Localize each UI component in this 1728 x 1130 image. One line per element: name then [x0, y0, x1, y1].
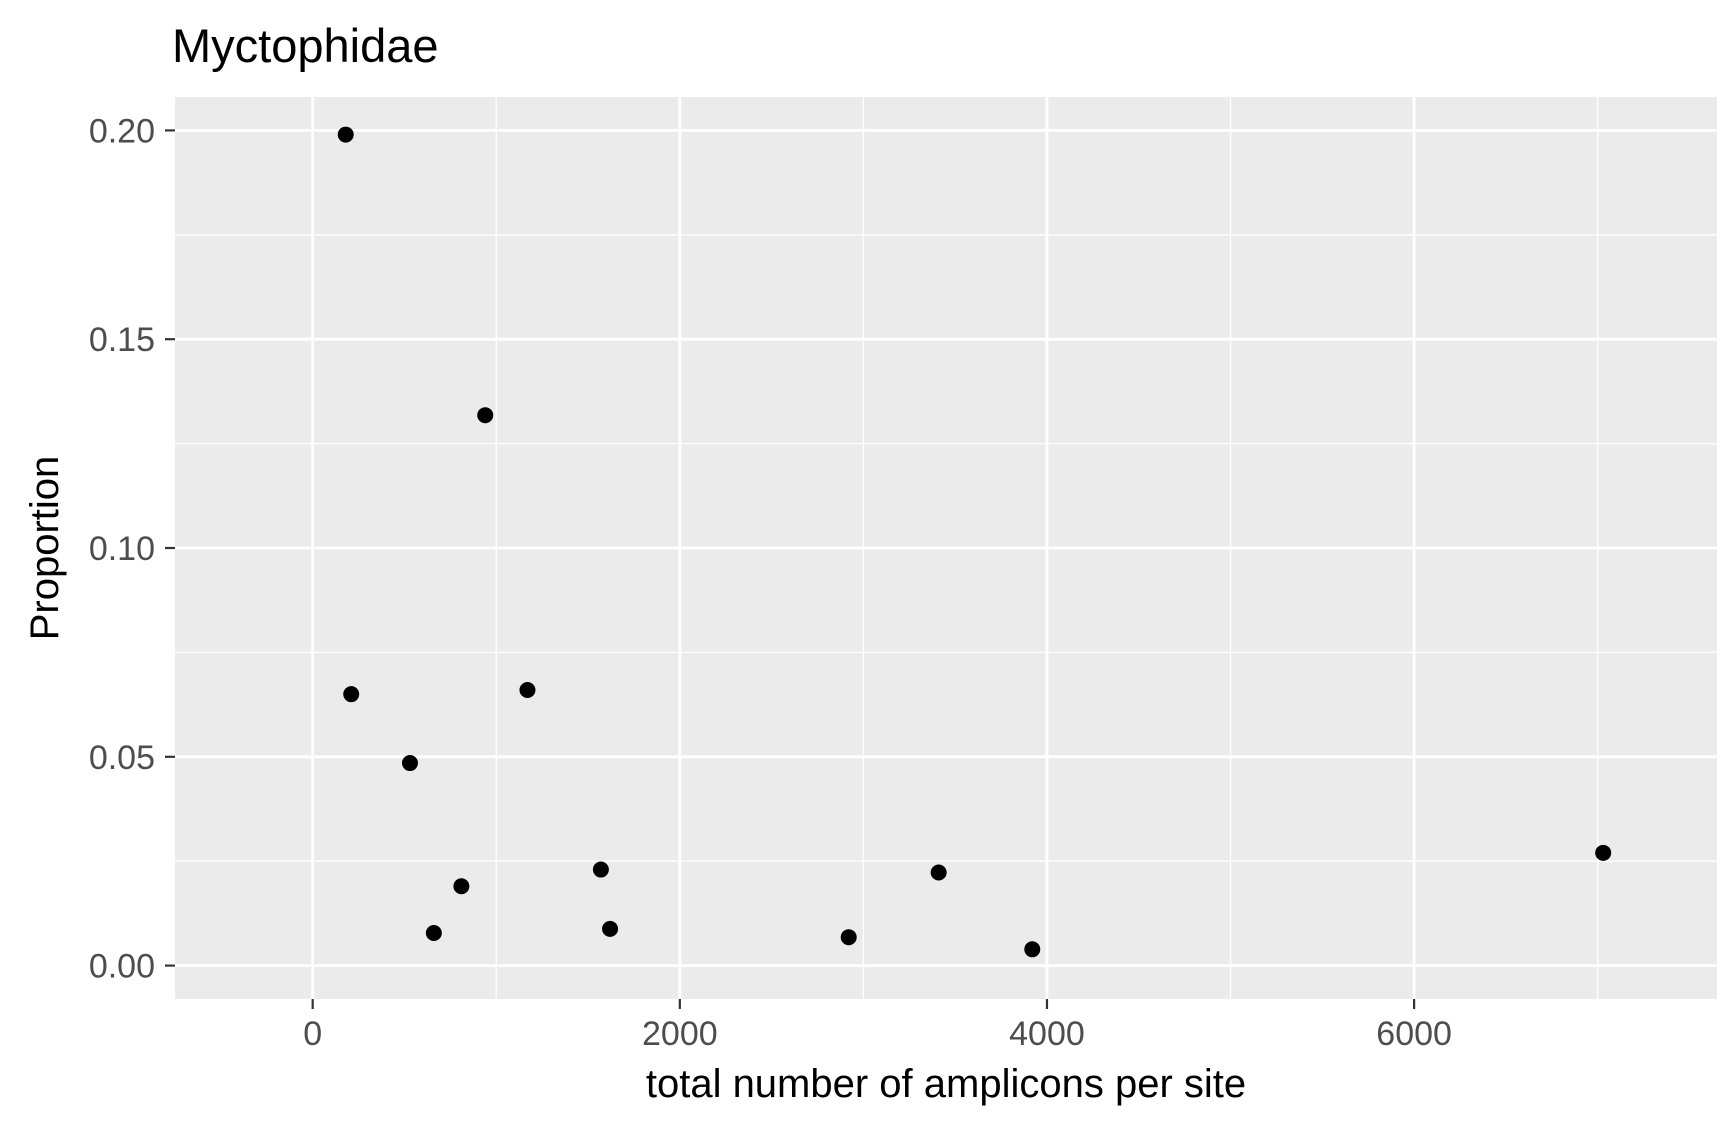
data-point	[1024, 941, 1041, 958]
data-point	[519, 681, 536, 698]
data-point	[477, 407, 494, 424]
x-tick-label: 2000	[642, 1015, 718, 1053]
data-point	[930, 864, 947, 881]
x-axis-label: total number of amplicons per site	[646, 1062, 1246, 1106]
chart-title: Myctophidae	[172, 19, 439, 72]
data-point	[453, 878, 470, 895]
y-tick-label: 0.05	[89, 739, 155, 777]
y-tick-label: 0.00	[89, 948, 155, 986]
data-point	[592, 861, 609, 878]
data-points	[337, 126, 1612, 958]
data-point	[401, 755, 418, 772]
data-point	[840, 929, 857, 946]
data-point	[425, 925, 442, 942]
y-tick-label: 0.15	[89, 321, 155, 359]
x-tick-label: 0	[303, 1015, 322, 1053]
axes: 0 2000 4000 6000 0.00 0.05 0.10 0.15 0.20	[89, 112, 1452, 1053]
grid-lines	[175, 97, 1717, 999]
data-point	[1595, 844, 1612, 861]
y-tick-label: 0.20	[89, 112, 155, 150]
data-point	[343, 686, 360, 703]
y-axis-label: Proportion	[23, 456, 67, 641]
data-point	[337, 126, 354, 143]
y-tick-label: 0.10	[89, 530, 155, 568]
x-tick-label: 6000	[1376, 1015, 1452, 1053]
data-point	[602, 920, 619, 937]
x-tick-label: 4000	[1009, 1015, 1085, 1053]
